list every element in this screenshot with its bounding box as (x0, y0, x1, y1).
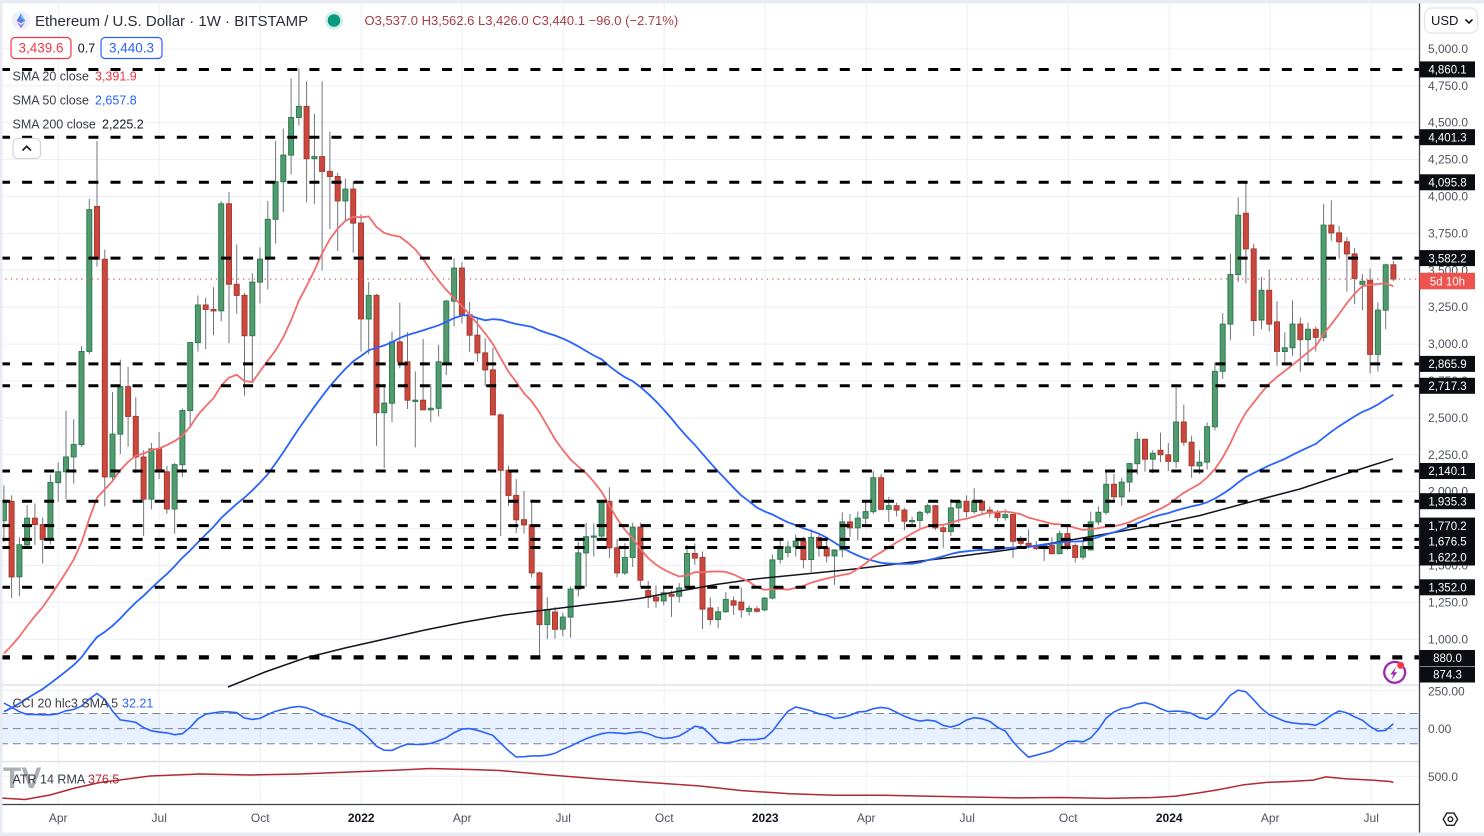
svg-text:32.21: 32.21 (122, 697, 153, 711)
svg-text:USD: USD (1431, 13, 1458, 28)
svg-text:2,225.2: 2,225.2 (102, 118, 144, 132)
svg-text:3,439.6: 3,439.6 (18, 41, 63, 56)
svg-text:1,352.0: 1,352.0 (1428, 583, 1466, 595)
svg-text:5d 10h: 5d 10h (1430, 276, 1465, 288)
svg-text:250.00: 250.00 (1428, 684, 1465, 698)
svg-text:880.0: 880.0 (1433, 653, 1462, 665)
svg-text:SMA 50 close: SMA 50 close (13, 94, 89, 108)
svg-text:CCI 20 hlc3 SMA 5: CCI 20 hlc3 SMA 5 (13, 697, 119, 711)
svg-text:4,500.0: 4,500.0 (1428, 116, 1468, 130)
svg-text:3,000.0: 3,000.0 (1428, 337, 1468, 351)
svg-text:3,440.3: 3,440.3 (109, 41, 154, 56)
svg-text:4,860.1: 4,860.1 (1428, 65, 1466, 77)
svg-text:Ethereum / U.S. Dollar · 1W ·: Ethereum / U.S. Dollar · 1W · BITSTAMP (35, 13, 308, 30)
svg-text:3,250.0: 3,250.0 (1428, 300, 1468, 314)
svg-text:Oct: Oct (251, 811, 270, 825)
svg-text:Jul: Jul (960, 811, 975, 825)
svg-text:2023: 2023 (752, 811, 779, 825)
svg-text:Jul: Jul (152, 811, 167, 825)
svg-text:2,657.8: 2,657.8 (95, 94, 137, 108)
svg-text:ATR 14 RMA: ATR 14 RMA (13, 773, 86, 787)
svg-text:1,770.2: 1,770.2 (1428, 521, 1466, 533)
svg-text:4,095.8: 4,095.8 (1428, 178, 1466, 190)
svg-text:2022: 2022 (348, 811, 375, 825)
svg-text:4,250.0: 4,250.0 (1428, 153, 1468, 167)
svg-text:2,250.0: 2,250.0 (1428, 448, 1468, 462)
svg-text:1,622.0: 1,622.0 (1428, 553, 1466, 565)
svg-text:2,500.0: 2,500.0 (1428, 411, 1468, 425)
svg-text:376.5: 376.5 (88, 773, 119, 787)
svg-text:0.00: 0.00 (1428, 722, 1452, 736)
svg-text:SMA 20 close: SMA 20 close (13, 70, 89, 84)
svg-text:0.7: 0.7 (78, 42, 95, 56)
svg-text:4,750.0: 4,750.0 (1428, 79, 1468, 93)
svg-text:Oct: Oct (1059, 811, 1078, 825)
svg-text:Apr: Apr (1261, 811, 1280, 825)
svg-text:1,000.0: 1,000.0 (1428, 632, 1468, 646)
svg-text:2024: 2024 (1156, 811, 1183, 825)
svg-text:Oct: Oct (655, 811, 674, 825)
svg-text:Apr: Apr (857, 811, 876, 825)
svg-text:3,391.9: 3,391.9 (95, 70, 137, 84)
svg-text:1,250.0: 1,250.0 (1428, 595, 1468, 609)
svg-text:2,717.3: 2,717.3 (1428, 381, 1466, 393)
svg-text:1,676.5: 1,676.5 (1428, 537, 1466, 549)
svg-text:874.3: 874.3 (1433, 670, 1462, 682)
svg-text:4,401.3: 4,401.3 (1428, 132, 1466, 144)
svg-text:SMA 200 close: SMA 200 close (13, 118, 96, 132)
svg-text:2,865.9: 2,865.9 (1428, 359, 1466, 371)
svg-text:4,000.0: 4,000.0 (1428, 190, 1468, 204)
svg-text:3,750.0: 3,750.0 (1428, 226, 1468, 240)
svg-text:Apr: Apr (453, 811, 472, 825)
svg-text:3,582.2: 3,582.2 (1428, 253, 1466, 265)
svg-text:2,140.1: 2,140.1 (1428, 466, 1466, 478)
svg-text:1,935.3: 1,935.3 (1428, 496, 1466, 508)
svg-text:Apr: Apr (49, 811, 68, 825)
svg-text:Jul: Jul (1364, 811, 1379, 825)
svg-text:500.0: 500.0 (1428, 770, 1458, 784)
svg-text:5,000.0: 5,000.0 (1428, 42, 1468, 56)
svg-text:TV: TV (3, 762, 41, 795)
svg-text:O3,537.0 H3,562.6 L3,426.0 C3,: O3,537.0 H3,562.6 L3,426.0 C3,440.1 −96.… (365, 13, 679, 28)
svg-text:Jul: Jul (556, 811, 571, 825)
